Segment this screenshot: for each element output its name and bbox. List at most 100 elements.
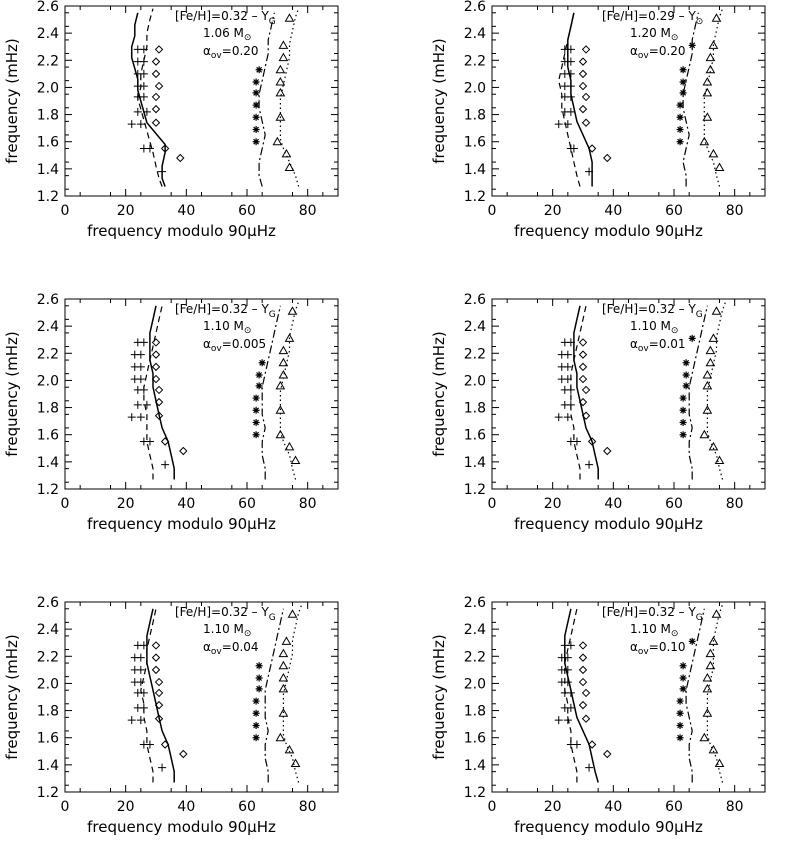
data-point-diamond: [151, 57, 161, 66]
data-point-triangle: [714, 758, 725, 767]
data-point-triangle: [705, 648, 716, 658]
y-tick-label: 1.6: [37, 731, 59, 747]
chart-panel-5: 0 20 40 60 80 1.2 1.4 1.6 1.8 2.0 2.2 2.4 2.6 frequen…: [3, 595, 339, 836]
plot-frame: [64, 601, 339, 793]
data-point-plus: [566, 385, 575, 394]
x-tick-label: 80: [299, 799, 317, 815]
data-point-diamond: [581, 411, 591, 420]
data-point-asterisk: [258, 359, 266, 367]
y-tick-label: 2.4: [37, 26, 59, 42]
data-point-diamond: [154, 714, 164, 723]
data-point-triangle: [705, 357, 716, 367]
data-point-plus: [139, 57, 148, 66]
series-line-solid: [146, 608, 175, 783]
y-tick-label: 1.6: [464, 731, 486, 747]
series-line-solid: [564, 608, 599, 783]
x-tick-label: 0: [488, 203, 497, 219]
chart-panel-6: 0 20 40 60 80 1.2 1.4 1.6 1.8 2.0 2.2 2.4 2.6 frequen…: [430, 595, 766, 836]
data-point-asterisk: [682, 359, 690, 367]
data-point-triangle: [278, 357, 289, 367]
x-tick-label: 40: [604, 496, 622, 512]
y-tick-label: 2.0: [464, 676, 486, 692]
data-point-asterisk: [252, 126, 260, 133]
y-tick-label: 1.8: [37, 108, 59, 124]
data-point-asterisk: [252, 394, 260, 402]
data-point-diamond: [151, 338, 161, 347]
data-point-diamond: [151, 665, 161, 675]
data-point-diamond: [578, 700, 588, 710]
annotation-metallicity: [Fe/H]=0.32 – YG: [175, 605, 276, 623]
data-point-diamond: [151, 92, 161, 102]
annotation-overshoot: αov=0.20: [630, 44, 686, 61]
data-point-diamond: [179, 749, 188, 759]
data-point-plus: [566, 400, 575, 409]
annotation-mass: 1.10 M⊙: [203, 622, 251, 639]
data-point-diamond: [578, 81, 588, 91]
y-tick-label: 2.2: [37, 53, 59, 69]
data-point-diamond: [151, 350, 161, 359]
data-point-plus: [136, 653, 145, 662]
data-point-asterisk: [679, 394, 687, 402]
x-tick-label: 20: [117, 496, 135, 512]
data-point-diamond: [578, 677, 588, 687]
y-tick-label: 1.2: [37, 189, 59, 205]
data-point-asterisk: [252, 722, 260, 729]
data-point-plus: [139, 92, 148, 101]
data-point-triangle: [284, 13, 295, 22]
data-point-asterisk: [682, 382, 690, 390]
data-point-diamond: [578, 665, 588, 675]
data-point-diamond: [603, 153, 612, 163]
data-point-diamond: [154, 677, 164, 687]
data-point-triangle: [278, 660, 289, 670]
data-point-triangle: [278, 683, 289, 693]
data-point-triangle: [272, 136, 283, 146]
data-point-plus: [585, 763, 594, 772]
y-tick-label: 1.4: [37, 162, 59, 178]
chart-panel-1: 0 20 40 60 80 1.2 1.4 1.6 1.8 2.0 2.2 2.4 2.6 frequen…: [3, 0, 339, 240]
data-point-triangle: [278, 648, 289, 658]
y-tick-label: 1.6: [37, 135, 59, 151]
data-point-triangle: [702, 405, 713, 414]
y-tick-label: 1.2: [37, 785, 59, 801]
y-tick-label: 1.4: [37, 758, 59, 774]
x-tick-label: 80: [726, 799, 744, 815]
data-point-plus: [563, 653, 572, 662]
y-tick-label: 2.4: [464, 622, 486, 638]
y-axis-label: frequency (mHz): [3, 331, 21, 456]
data-point-triangle: [702, 112, 713, 121]
data-point-asterisk: [688, 41, 696, 49]
data-point-asterisk: [676, 113, 684, 121]
annotation-mass: 1.10 M⊙: [203, 319, 251, 336]
data-point-plus: [585, 167, 594, 176]
y-tick-label: 2.6: [464, 292, 486, 308]
data-point-triangle: [287, 306, 298, 315]
x-tick-label: 60: [665, 799, 683, 815]
x-tick-label: 60: [238, 799, 256, 815]
plot-frame: [64, 298, 339, 490]
y-tick-label: 2.2: [37, 346, 59, 362]
x-tick-label: 40: [177, 496, 195, 512]
data-point-diamond: [578, 362, 588, 372]
data-point-asterisk: [252, 113, 260, 121]
y-tick-label: 2.0: [464, 80, 486, 96]
y-tick-label: 2.4: [37, 622, 59, 638]
data-point-diamond: [154, 397, 164, 407]
data-point-asterisk: [252, 89, 260, 97]
data-point-triangle: [702, 683, 713, 693]
data-point-plus: [158, 167, 167, 176]
data-point-triangle: [278, 672, 289, 682]
x-tick-label: 0: [488, 496, 497, 512]
x-tick-label: 80: [726, 203, 744, 219]
data-point-plus: [136, 375, 145, 384]
x-tick-label: 60: [665, 496, 683, 512]
y-tick-label: 2.4: [464, 26, 486, 42]
data-point-plus: [566, 45, 575, 54]
data-point-plus: [566, 338, 575, 347]
data-point-plus: [127, 120, 136, 129]
data-point-plus: [139, 82, 148, 91]
y-tick-label: 2.0: [37, 373, 59, 389]
data-point-triangle: [287, 609, 298, 618]
data-point-plus: [139, 338, 148, 347]
data-point-diamond: [587, 144, 597, 153]
